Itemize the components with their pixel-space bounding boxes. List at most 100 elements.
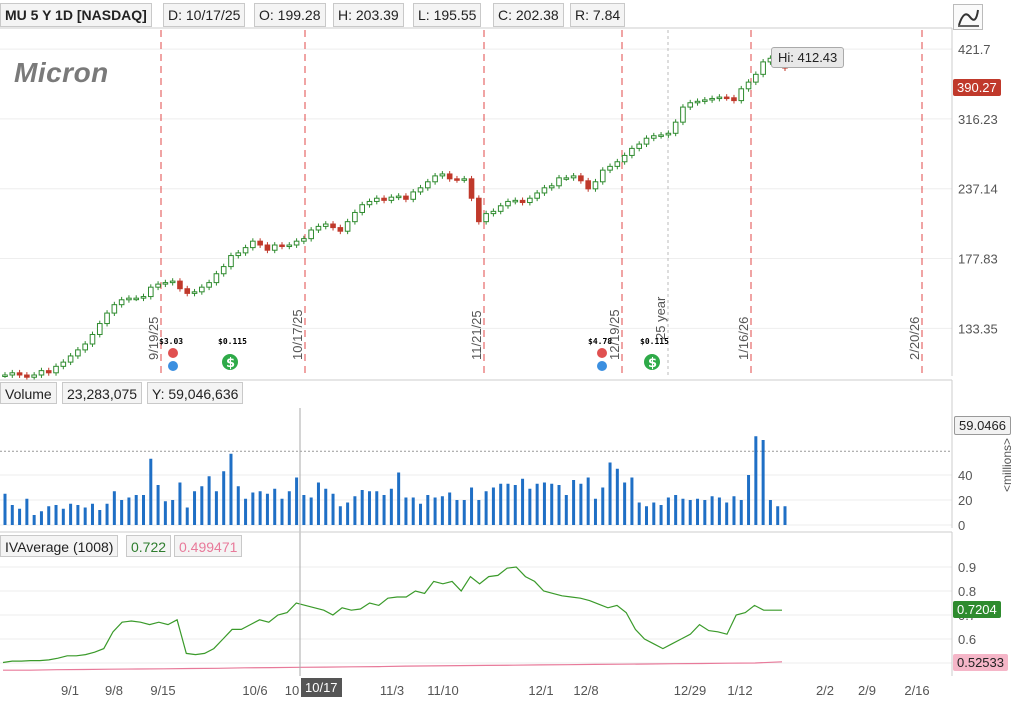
earnings-info-icon — [168, 361, 178, 371]
candle-body — [672, 121, 679, 134]
volume-bar — [601, 487, 605, 525]
candle-body — [629, 147, 635, 156]
volume-bar — [178, 482, 182, 525]
price-tick-label: 133.35 — [958, 321, 998, 336]
hv-last-tag: 0.52533 — [953, 654, 1008, 671]
candle-body — [534, 192, 540, 199]
dollar-icon: $ — [648, 356, 657, 371]
candle-body — [454, 178, 460, 181]
volume-tick-label: 20 — [958, 493, 972, 508]
volume-bar — [382, 495, 386, 525]
candle-body — [446, 173, 453, 180]
event-date-label: 10/17/25 — [290, 309, 305, 360]
volume-bar — [185, 507, 189, 525]
candle-body — [220, 266, 227, 275]
candle-body — [337, 227, 344, 232]
volume-bar — [397, 472, 401, 525]
event-date-label: 2/20/26 — [907, 317, 922, 360]
candle-body — [250, 240, 256, 249]
x-tick-label: 12/29 — [674, 683, 707, 698]
volume-bar — [717, 497, 721, 525]
high-readout: H: 203.39 — [333, 3, 404, 27]
volume-bar — [295, 477, 299, 525]
candle-body — [548, 185, 555, 189]
volume-bar — [47, 506, 51, 525]
volume-bar — [18, 508, 22, 525]
candle-body — [599, 169, 606, 183]
candle-body — [89, 333, 96, 345]
candle-body — [760, 61, 766, 75]
candle-body — [126, 297, 132, 301]
candle-body — [585, 180, 591, 190]
volume-bar — [491, 487, 495, 525]
candle-body — [578, 175, 584, 182]
iv-tick-label: 0.9 — [958, 560, 976, 575]
price-tick-label: 177.83 — [958, 252, 998, 267]
candle-body — [512, 199, 519, 203]
volume-bar — [557, 485, 561, 525]
x-crosshair-date: 10/17 — [301, 678, 342, 697]
close-readout: C: 202.38 — [493, 3, 564, 27]
candle-body — [293, 240, 300, 246]
volume-bar — [593, 498, 597, 525]
candle-body — [235, 252, 242, 257]
candle-body — [483, 213, 489, 223]
volume-bar — [674, 495, 678, 525]
candle-body — [381, 197, 387, 201]
candle-body — [366, 200, 373, 206]
dividend-amount-label: $0.115 — [640, 337, 669, 346]
volume-bar — [761, 440, 765, 525]
candle-body — [24, 374, 30, 378]
x-tick-label: 1/12 — [727, 683, 752, 698]
candle-body — [45, 370, 52, 374]
volume-label[interactable]: Volume — [0, 382, 57, 404]
hv-line — [3, 661, 783, 671]
earnings-marker — [168, 348, 178, 358]
draw-tool-button[interactable] — [953, 4, 983, 30]
candle-body — [206, 282, 212, 288]
candle-body — [432, 175, 438, 183]
iv-lines — [2, 408, 783, 676]
volume-bar — [550, 483, 554, 525]
volume-bar — [112, 491, 116, 525]
x-tick-label: 12/8 — [573, 683, 598, 698]
volume-bar — [346, 502, 350, 525]
dollar-icon: $ — [226, 356, 235, 371]
volume-bar — [3, 493, 7, 525]
event-lines: 9/19/25 10/17/25 11/21/25 12/19/25 1/16/26 2/… — [146, 30, 923, 375]
volume-bar — [776, 506, 780, 525]
volume-bar — [90, 503, 94, 525]
volume-bar — [222, 471, 226, 525]
volume-bar — [688, 500, 692, 525]
x-tick-label: 11/3 — [380, 683, 404, 698]
candle-body — [330, 223, 336, 229]
volume-bar — [331, 493, 335, 525]
candle-body — [687, 102, 694, 108]
candle-body — [680, 106, 686, 123]
iv-label[interactable]: IVAverage (1008) — [0, 535, 119, 557]
volume-bar — [163, 501, 167, 525]
volume-bar — [615, 468, 619, 525]
candle-body — [665, 132, 672, 136]
volume-bar — [61, 508, 65, 525]
candle-body — [505, 200, 511, 207]
volume-bar — [747, 475, 751, 525]
candle-body — [395, 195, 402, 199]
volume-bar — [309, 497, 313, 525]
volume-bar — [725, 502, 729, 525]
volume-bar — [324, 488, 328, 525]
volume-bar — [542, 482, 546, 525]
trend-icon — [958, 9, 979, 27]
candle-body — [607, 165, 613, 171]
candle-body — [2, 374, 8, 377]
volume-bar — [171, 500, 175, 525]
candle-body — [425, 181, 431, 189]
candle-body — [322, 223, 329, 227]
candle-body — [753, 73, 759, 83]
volume-bar — [229, 453, 233, 525]
symbol-label[interactable]: MU 5 Y 1D [NASDAQ] — [0, 3, 152, 27]
x-tick-label: 2/9 — [858, 683, 876, 698]
volume-bar — [142, 495, 146, 525]
volume-bar — [644, 506, 648, 525]
